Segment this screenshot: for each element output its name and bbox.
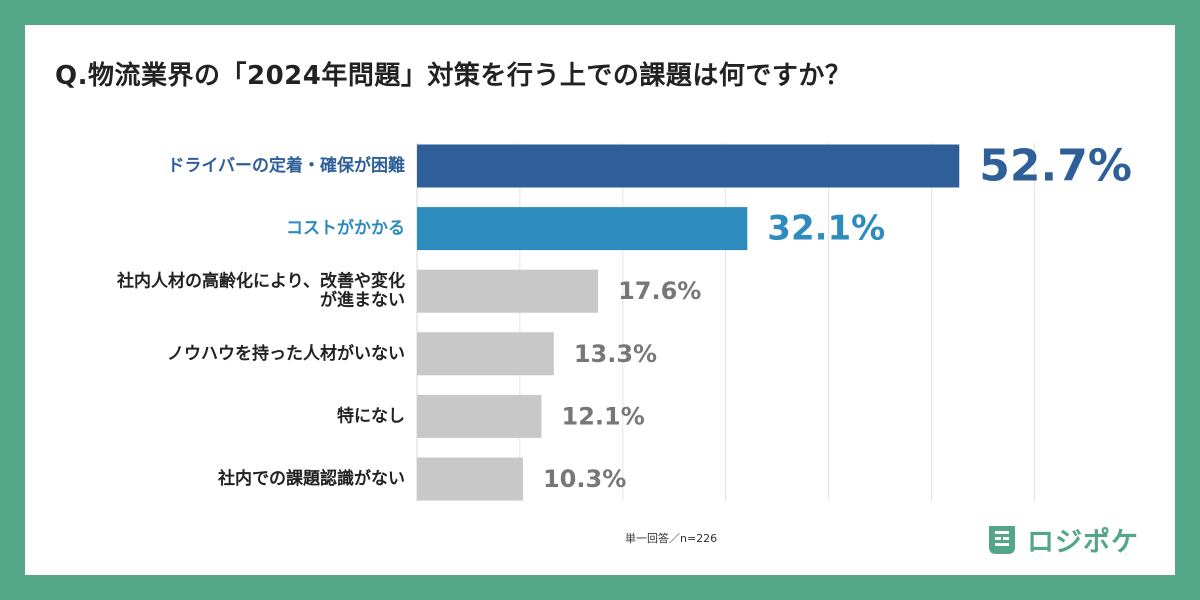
bar-2: [417, 269, 599, 313]
value-label-2: 17.6%: [618, 277, 701, 305]
chart-title: Q.物流業界の「2024年問題」対策を行う上での課題は何ですか？: [55, 61, 852, 91]
category-label-2-line-1: が進まない: [320, 290, 405, 311]
bar-3: [417, 332, 554, 376]
value-label-1: 32.1%: [767, 209, 885, 249]
logo-text: ロジポケ: [1027, 527, 1139, 558]
bar-5: [417, 457, 523, 501]
category-label-0: ドライバーの定着・確保が困難: [167, 155, 405, 176]
value-label-0: 52.7%: [979, 141, 1132, 192]
category-label-2-line-0: 社内人材の高齢化により、改善や変化: [116, 271, 405, 292]
bar-1: [417, 207, 748, 251]
category-label-4: 特になし: [337, 405, 405, 426]
chart-card: Q.物流業界の「2024年問題」対策を行う上での課題は何ですか？ ドライバーの定…: [25, 25, 1175, 575]
category-label-3: ノウハウを持った人材がいない: [167, 343, 405, 364]
response-note: 単一回答／n=226: [625, 532, 718, 545]
bar-0: [417, 144, 960, 188]
value-label-5: 10.3%: [543, 465, 626, 493]
category-label-5: 社内での課題認識がない: [217, 468, 405, 489]
brand-logo: ロジポケ: [985, 520, 1139, 559]
bar-4: [417, 394, 542, 438]
bar-chart: ドライバーの定着・確保が困難 52.7% コストがかかる 32.1% 社内人材の高齢化に…: [116, 141, 1132, 501]
category-label-1: コストがかかる: [286, 218, 405, 239]
value-label-3: 13.3%: [574, 340, 657, 368]
logo-chat-icon: [989, 525, 1015, 554]
value-label-4: 12.1%: [562, 402, 645, 430]
